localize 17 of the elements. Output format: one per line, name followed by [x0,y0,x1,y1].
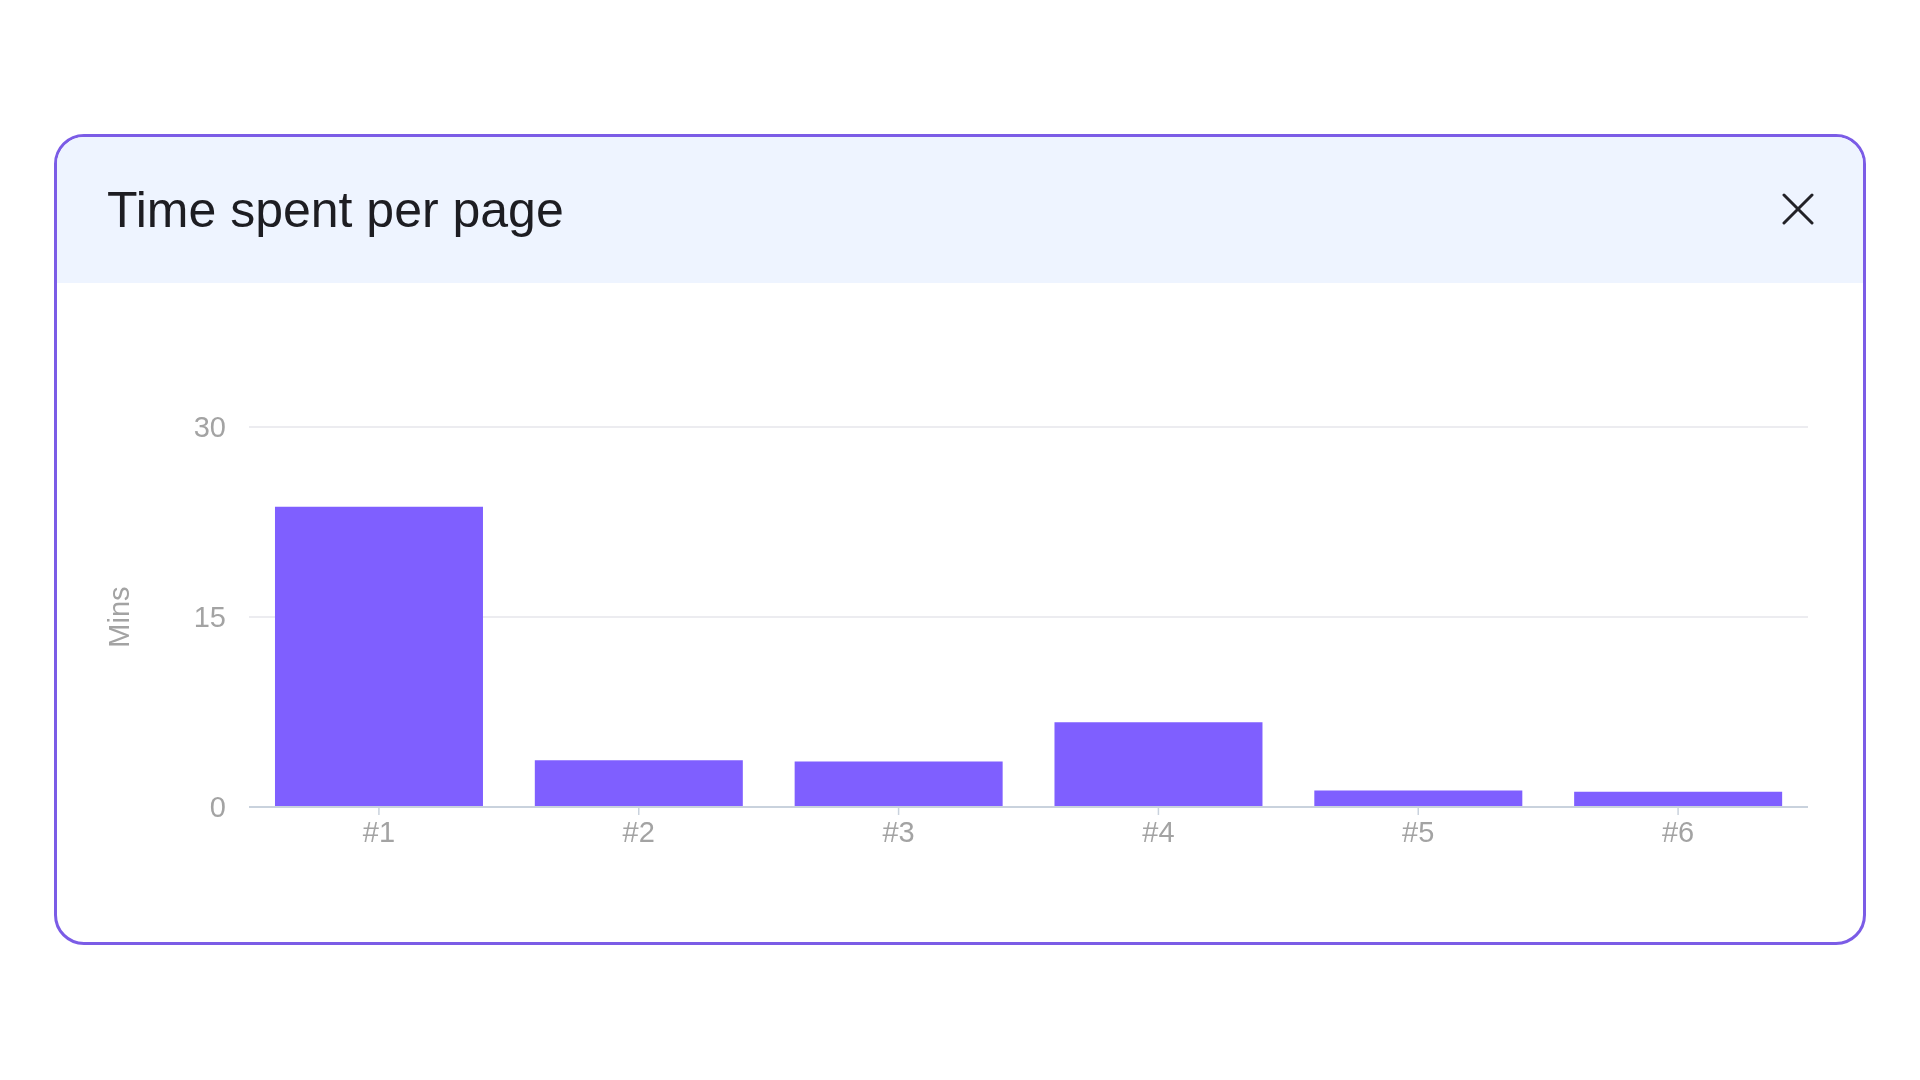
y-tick-label: 0 [209,791,226,824]
x-tick-label: #1 [362,815,396,848]
x-tick-label: #2 [622,815,655,848]
bar [794,761,1003,807]
chart-title: Time spent per page [107,181,564,240]
y-tick-label: 30 [193,411,226,444]
bar [534,760,743,807]
x-tick-label: #5 [1402,815,1435,848]
bar [1314,790,1523,807]
bar [1054,722,1263,807]
bar [1574,791,1783,807]
bar [274,506,483,807]
x-tick-label: #4 [1142,815,1175,848]
x-tick-label: #3 [882,815,915,848]
y-tick-label: 15 [193,601,226,634]
y-axis-title: Mins [103,586,135,648]
x-tick-label: #6 [1661,815,1695,848]
